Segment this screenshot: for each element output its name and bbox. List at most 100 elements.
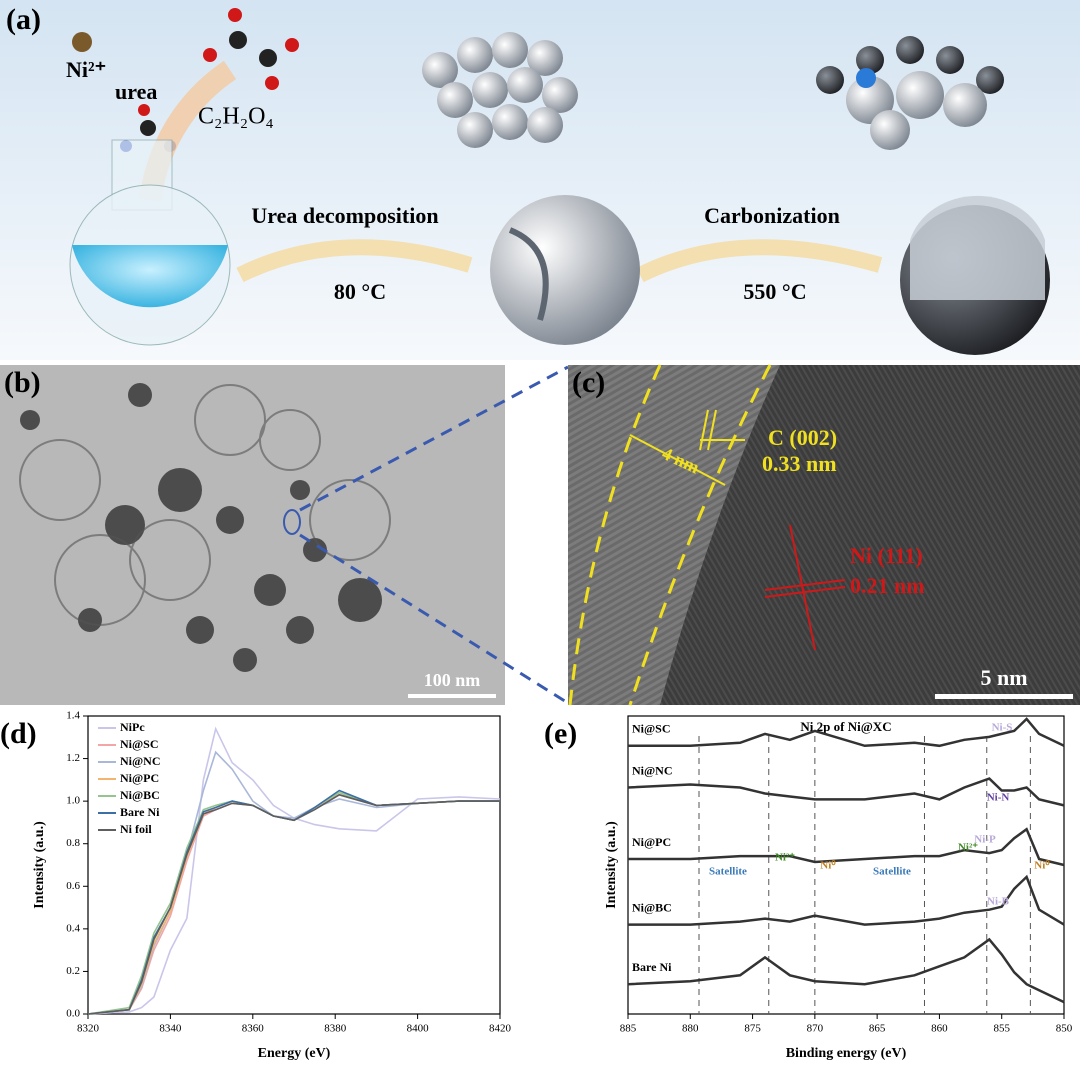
- series-label: Ni@NC: [632, 763, 673, 777]
- annotation: Ni⁰: [820, 860, 836, 872]
- annotation: Ni-N: [987, 792, 1010, 804]
- annotation: Satellite: [709, 866, 747, 878]
- spacing-label: 0.33 nm: [762, 451, 837, 476]
- step-label: Carbonization: [704, 203, 840, 228]
- panel-label: (d): [0, 717, 37, 750]
- series-line: [627, 937, 1065, 1004]
- hollow-sphere: [490, 195, 640, 345]
- x-tick-label: 860: [931, 1023, 948, 1035]
- series-line: [627, 777, 1065, 807]
- x-axis-label: Energy (eV): [258, 1046, 331, 1061]
- scale-bar-label: 5 nm: [980, 665, 1027, 690]
- x-tick-label: 8400: [407, 1023, 430, 1035]
- temperature-label: 80 °C: [334, 279, 386, 304]
- annotation: Ni²⁺: [958, 842, 978, 854]
- carbon-layer: [568, 365, 780, 705]
- series-line: [628, 717, 1065, 748]
- series-line: [87, 793, 500, 1015]
- legend-label: Ni@NC: [120, 754, 161, 768]
- panel-label: (b): [4, 366, 41, 399]
- x-tick-label: 855: [993, 1023, 1010, 1035]
- x-tick-label: 8420: [489, 1023, 512, 1035]
- series-label: Ni@PC: [632, 835, 671, 849]
- x-tick-label: 870: [807, 1023, 824, 1035]
- thickness-marker: [629, 434, 726, 486]
- panel-label: (c): [572, 366, 605, 399]
- y-axis-label: Intensity (a.u.): [604, 821, 619, 909]
- oxalic-label: C₂H₂O₄: [198, 104, 274, 130]
- process-arrow: [636, 239, 883, 283]
- annotation: Ni-B: [987, 896, 1010, 908]
- temperature-label: 550 °C: [743, 279, 806, 304]
- process-arrow: [236, 239, 473, 283]
- carbon-shells: [19, 384, 391, 626]
- annotation: Ni-S: [992, 722, 1013, 734]
- legend-label: Bare Ni: [120, 805, 160, 819]
- legend-label: Ni@PC: [120, 771, 159, 785]
- scale-bar-label: 100 nm: [424, 670, 481, 690]
- y-tick-label: 1.4: [66, 710, 80, 722]
- plot-frame: [87, 715, 501, 1015]
- series-label: Bare Ni: [632, 960, 672, 974]
- tem-image: [0, 365, 505, 705]
- carbon-cluster: [422, 32, 578, 148]
- x-tick-label: 875: [744, 1023, 761, 1035]
- annotation: Ni⁰: [1034, 860, 1050, 872]
- zoom-region: [283, 509, 301, 535]
- series-line: [87, 726, 501, 1015]
- series-line: [628, 874, 1065, 926]
- x-tick-label: 8360: [242, 1023, 265, 1035]
- nanoparticles: [20, 383, 382, 672]
- series-label: Ni@BC: [632, 900, 672, 914]
- x-tick-label: 850: [1056, 1023, 1073, 1035]
- y-tick-label: 0.8: [66, 837, 80, 849]
- legend-label: Ni@BC: [120, 788, 160, 802]
- step-label: Urea decomposition: [251, 203, 438, 228]
- doped-cluster: [816, 36, 1004, 150]
- sphere-cutaway: [910, 195, 1045, 300]
- boundary-line: [628, 364, 772, 706]
- flask: [69, 139, 231, 346]
- y-tick-label: 0.0: [66, 1008, 80, 1020]
- plane-label: Ni (111): [850, 543, 923, 568]
- panel-label: (e): [544, 717, 577, 750]
- annotation: Ni²⁺: [775, 852, 795, 864]
- scale-bar: [408, 694, 496, 698]
- annotation: Ni-P: [974, 834, 996, 846]
- y-tick-label: 1.2: [66, 752, 80, 764]
- x-axis-label: Binding energy (eV): [786, 1046, 907, 1061]
- legend-label: Ni foil: [120, 822, 152, 836]
- zoom-line: [299, 365, 569, 512]
- legend-label: Ni@SC: [120, 737, 159, 751]
- series-label: Ni@SC: [632, 722, 671, 736]
- plane-label: C (002): [768, 425, 837, 450]
- x-tick-label: 865: [869, 1023, 886, 1035]
- ni-ion-label: Ni²⁺: [66, 57, 106, 82]
- y-tick-label: 1.0: [66, 795, 80, 807]
- panel-label: (a): [6, 3, 41, 36]
- y-axis-label: Intensity (a.u.): [32, 821, 47, 909]
- chart-title: Ni 2p of Ni@XC: [800, 719, 891, 734]
- panel-b: (b) 100 nm: [0, 365, 505, 705]
- x-tick-label: 8340: [159, 1023, 182, 1035]
- shell-cut: [508, 227, 549, 321]
- ni-ion-icon: [72, 32, 92, 52]
- y-tick-label: 0.2: [66, 965, 80, 977]
- legend-label: NiPc: [120, 720, 145, 734]
- urea-label: urea: [115, 79, 157, 104]
- annotation: Satellite: [873, 866, 911, 878]
- panel-a: (a) Ni²⁺ urea C₂H₂O₄ Urea decomposition …: [0, 0, 1080, 360]
- x-tick-label: 885: [620, 1023, 637, 1035]
- spacing-marker: [764, 524, 846, 651]
- spacing-label: 0.21 nm: [850, 573, 925, 598]
- x-tick-label: 8320: [77, 1023, 100, 1035]
- series-line: [628, 827, 1065, 867]
- y-tick-label: 0.6: [66, 880, 80, 892]
- scale-bar: [935, 694, 1073, 699]
- x-tick-label: 880: [682, 1023, 699, 1035]
- spacing-marker: [699, 409, 745, 451]
- plot-frame: [627, 715, 1065, 1015]
- x-tick-label: 8380: [324, 1023, 347, 1035]
